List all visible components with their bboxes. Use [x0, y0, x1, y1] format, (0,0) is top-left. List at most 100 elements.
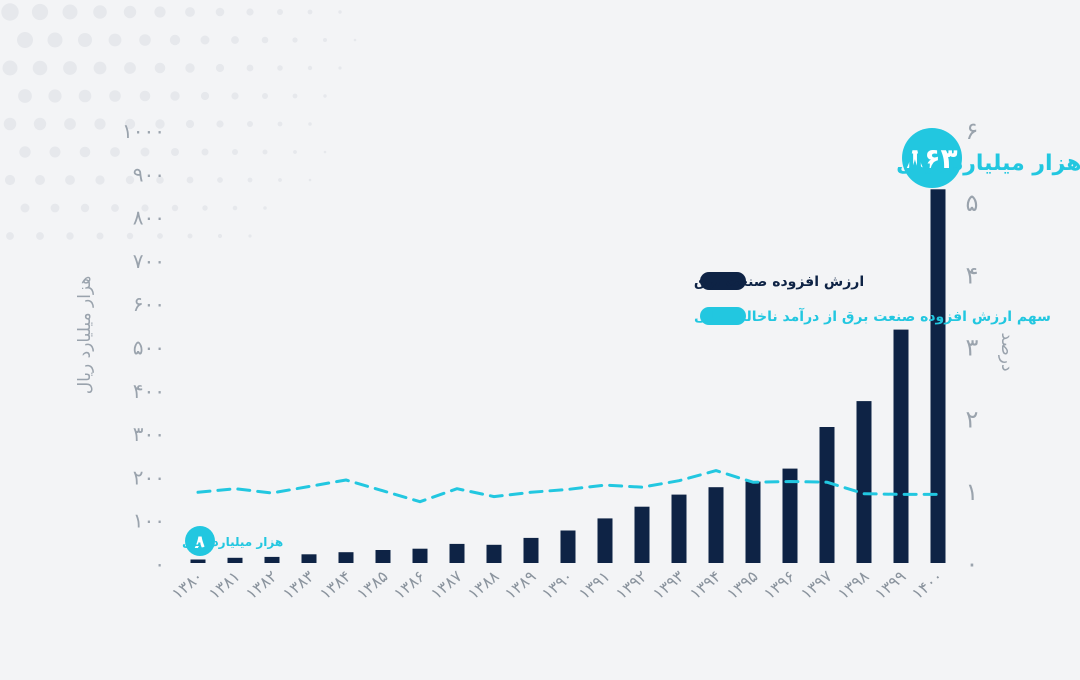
background-dot [169, 34, 181, 46]
background-dot [78, 33, 92, 47]
bar [782, 468, 798, 563]
background-dot [48, 89, 62, 103]
bar [634, 506, 650, 563]
last-value-callout: ۸۶۳ هزار میلیارد ریال [896, 128, 1080, 188]
background-dot [96, 232, 104, 240]
background-dot [292, 93, 298, 99]
background-dot [123, 5, 137, 19]
bar [819, 427, 835, 563]
background-dot [4, 174, 16, 186]
background-dot [187, 233, 193, 239]
background-dot [216, 120, 224, 128]
bar [856, 401, 872, 563]
background-dot [139, 90, 151, 102]
background-dot [49, 146, 61, 158]
share-line-series [196, 469, 940, 504]
background-dot [154, 6, 166, 18]
background-dot [248, 234, 252, 238]
left-tick-label: ۱۰۰۰ [122, 119, 165, 143]
left-tick-label: ۱۰۰ [133, 509, 165, 533]
background-dot [201, 148, 209, 156]
right-tick-label: ۴ [966, 261, 979, 289]
bar [375, 550, 391, 563]
background-dot [110, 147, 120, 157]
left-tick-label: ۴۰۰ [133, 379, 165, 403]
background-dot [63, 61, 77, 75]
background-dot [35, 175, 45, 185]
background-dot [50, 203, 60, 213]
bar [708, 487, 724, 563]
background-dot [338, 10, 342, 14]
background-dot [307, 65, 313, 71]
background-dot [217, 177, 223, 183]
background-dot [200, 35, 210, 45]
left-tick-label: ۲۰۰ [133, 465, 165, 489]
background-dot [307, 9, 313, 15]
background-dot [141, 204, 149, 212]
background-dot [66, 232, 74, 240]
share-line [196, 469, 940, 504]
background-dot [6, 232, 14, 240]
legend-bar-label: ارزش افزوده صنعت برق [694, 274, 864, 290]
bar [449, 543, 465, 563]
bar [523, 537, 539, 563]
background-dot [262, 93, 268, 99]
background-dot [111, 204, 119, 212]
legend: ارزش افزوده صنعت برق سهم ارزش افزوده صنع… [694, 272, 1051, 325]
bar [671, 494, 687, 563]
background-dot [36, 232, 44, 240]
bar [893, 329, 909, 563]
first-value-badge [185, 526, 215, 556]
bar [301, 554, 317, 563]
background-dot [19, 146, 31, 158]
first-value-unit: هزار میلیارد ریال [182, 535, 283, 549]
background-dot [261, 36, 269, 44]
background-dot [1, 3, 19, 21]
bar [486, 544, 502, 563]
right-tick-label: ۲ [966, 406, 979, 434]
background-dot [247, 121, 253, 127]
background-dot [80, 203, 90, 213]
background-dot [156, 176, 164, 184]
right-tick-label: ۶ [966, 117, 979, 145]
bar [560, 530, 576, 563]
background-dot [33, 117, 47, 131]
background-dot [79, 146, 91, 158]
background-dot [124, 118, 136, 130]
background-dot [139, 34, 151, 46]
background-dot [20, 203, 30, 213]
background-dot [93, 61, 107, 75]
legend-line-swatch [700, 307, 746, 325]
last-value-unit: هزار میلیارد ریال [896, 151, 1080, 176]
bar-series [190, 189, 946, 564]
first-value-number: ۸ [195, 532, 206, 553]
legend-bar-swatch [700, 272, 746, 290]
background-dot [93, 5, 107, 19]
background-dot [353, 38, 357, 42]
background-dot [62, 4, 78, 20]
background-dot [231, 36, 239, 44]
bar [930, 189, 946, 564]
background-dot [338, 66, 342, 70]
bar [227, 557, 243, 563]
background-dot [18, 89, 32, 103]
bar [745, 481, 761, 563]
background-dot [171, 204, 179, 212]
background-dot [125, 175, 135, 185]
background-dot [108, 33, 122, 47]
background-dot [185, 63, 195, 73]
background-dot [231, 92, 239, 100]
bar [190, 559, 206, 563]
background-dot [32, 60, 48, 76]
last-value-badge [902, 128, 962, 188]
left-tick-label: ۵۰۰ [133, 336, 165, 360]
background-dot [185, 7, 195, 17]
left-tick-label: ۳۰۰ [133, 422, 165, 446]
background-dot [185, 119, 195, 129]
right-axis: ۰ ۱ ۲ ۳ ۴ ۵ ۶ [966, 117, 979, 578]
background-dot [171, 148, 179, 156]
background-dot [200, 91, 210, 101]
left-axis-label: هزار میلیارد ریال [75, 276, 95, 395]
background-dot [246, 8, 254, 16]
background-dot [140, 147, 150, 157]
